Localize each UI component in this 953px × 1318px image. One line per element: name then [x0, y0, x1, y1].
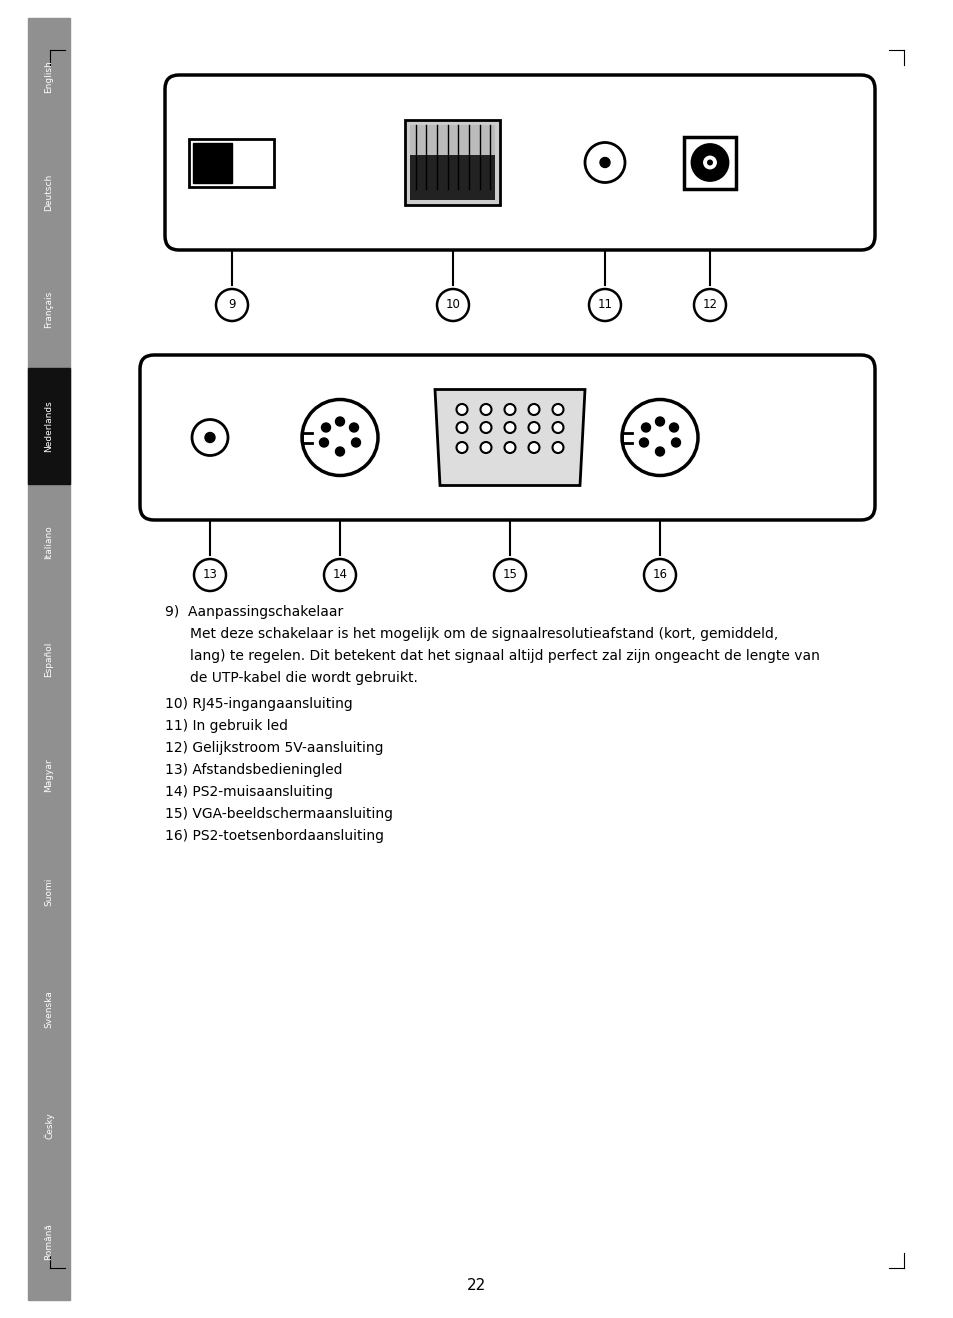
- Text: 11) In gebruik led: 11) In gebruik led: [165, 720, 288, 733]
- Circle shape: [640, 423, 650, 432]
- Circle shape: [693, 289, 725, 322]
- Text: Magyar: Magyar: [45, 759, 53, 792]
- Text: Română: Română: [45, 1223, 53, 1260]
- Circle shape: [504, 422, 515, 434]
- Text: English: English: [45, 59, 53, 92]
- Text: 14) PS2-muisaansluiting: 14) PS2-muisaansluiting: [165, 786, 333, 799]
- Circle shape: [655, 416, 664, 426]
- Circle shape: [192, 419, 228, 456]
- Circle shape: [456, 442, 467, 453]
- Circle shape: [552, 442, 563, 453]
- Text: 14: 14: [333, 568, 347, 581]
- Bar: [28, 368, 70, 484]
- Bar: [190, 138, 274, 187]
- Circle shape: [552, 405, 563, 415]
- Circle shape: [528, 442, 539, 453]
- Bar: [193, 142, 232, 182]
- Text: 13: 13: [202, 568, 217, 581]
- Text: 16) PS2-toetsenbordaansluiting: 16) PS2-toetsenbordaansluiting: [165, 829, 384, 844]
- Circle shape: [456, 405, 467, 415]
- Text: 15) VGA-beeldschermaansluiting: 15) VGA-beeldschermaansluiting: [165, 807, 393, 821]
- Circle shape: [349, 423, 358, 432]
- Text: Deutsch: Deutsch: [45, 174, 53, 211]
- Bar: [405, 120, 500, 206]
- Circle shape: [701, 154, 718, 170]
- Circle shape: [319, 438, 328, 447]
- Circle shape: [335, 416, 344, 426]
- Circle shape: [643, 559, 676, 590]
- Text: 11: 11: [597, 298, 612, 311]
- Circle shape: [456, 422, 467, 434]
- Circle shape: [599, 157, 609, 167]
- Circle shape: [504, 442, 515, 453]
- Bar: [683, 137, 735, 188]
- Circle shape: [671, 438, 679, 447]
- Circle shape: [584, 142, 624, 182]
- Bar: [410, 125, 495, 156]
- Text: 9: 9: [228, 298, 235, 311]
- Text: Italiano: Italiano: [45, 526, 53, 559]
- Circle shape: [480, 442, 491, 453]
- Text: 10: 10: [445, 298, 460, 311]
- Text: 12: 12: [701, 298, 717, 311]
- Text: 10) RJ45-ingangaansluiting: 10) RJ45-ingangaansluiting: [165, 697, 353, 710]
- Circle shape: [215, 289, 248, 322]
- Text: 15: 15: [502, 568, 517, 581]
- Circle shape: [494, 559, 525, 590]
- Circle shape: [655, 447, 664, 456]
- Circle shape: [588, 289, 620, 322]
- Circle shape: [669, 423, 678, 432]
- Circle shape: [193, 559, 226, 590]
- Text: 16: 16: [652, 568, 667, 581]
- Circle shape: [321, 423, 330, 432]
- Circle shape: [480, 422, 491, 434]
- Text: Česky: Česky: [44, 1112, 54, 1139]
- Text: 22: 22: [467, 1277, 486, 1293]
- Circle shape: [351, 438, 360, 447]
- Text: 9)  Aanpassingschakelaar: 9) Aanpassingschakelaar: [165, 605, 343, 619]
- Text: Français: Français: [45, 291, 53, 328]
- Text: Suomi: Suomi: [45, 878, 53, 907]
- FancyBboxPatch shape: [140, 355, 874, 521]
- FancyBboxPatch shape: [165, 75, 874, 250]
- Circle shape: [639, 438, 648, 447]
- Circle shape: [436, 289, 469, 322]
- Text: Español: Español: [45, 642, 53, 676]
- Circle shape: [528, 405, 539, 415]
- Text: lang) te regelen. Dit betekent dat het signaal altijd perfect zal zijn ongeacht : lang) te regelen. Dit betekent dat het s…: [190, 648, 819, 663]
- Circle shape: [205, 432, 214, 443]
- Text: 12) Gelijkstroom 5V-aansluiting: 12) Gelijkstroom 5V-aansluiting: [165, 741, 383, 755]
- Bar: [28, 18, 70, 1300]
- Text: Met deze schakelaar is het mogelijk om de signaalresolutieafstand (kort, gemidde: Met deze schakelaar is het mogelijk om d…: [190, 627, 778, 641]
- Text: de UTP-kabel die wordt gebruikt.: de UTP-kabel die wordt gebruikt.: [190, 671, 417, 685]
- Text: Nederlands: Nederlands: [45, 401, 53, 452]
- Circle shape: [552, 422, 563, 434]
- Circle shape: [302, 399, 377, 476]
- Text: 13) Afstandsbedieningled: 13) Afstandsbedieningled: [165, 763, 342, 778]
- Circle shape: [504, 405, 515, 415]
- Circle shape: [691, 145, 727, 181]
- Circle shape: [621, 399, 698, 476]
- Polygon shape: [435, 390, 584, 485]
- Circle shape: [480, 405, 491, 415]
- Text: Svenska: Svenska: [45, 990, 53, 1028]
- Bar: [410, 125, 495, 200]
- Circle shape: [706, 159, 712, 166]
- Circle shape: [324, 559, 355, 590]
- Circle shape: [335, 447, 344, 456]
- Circle shape: [528, 422, 539, 434]
